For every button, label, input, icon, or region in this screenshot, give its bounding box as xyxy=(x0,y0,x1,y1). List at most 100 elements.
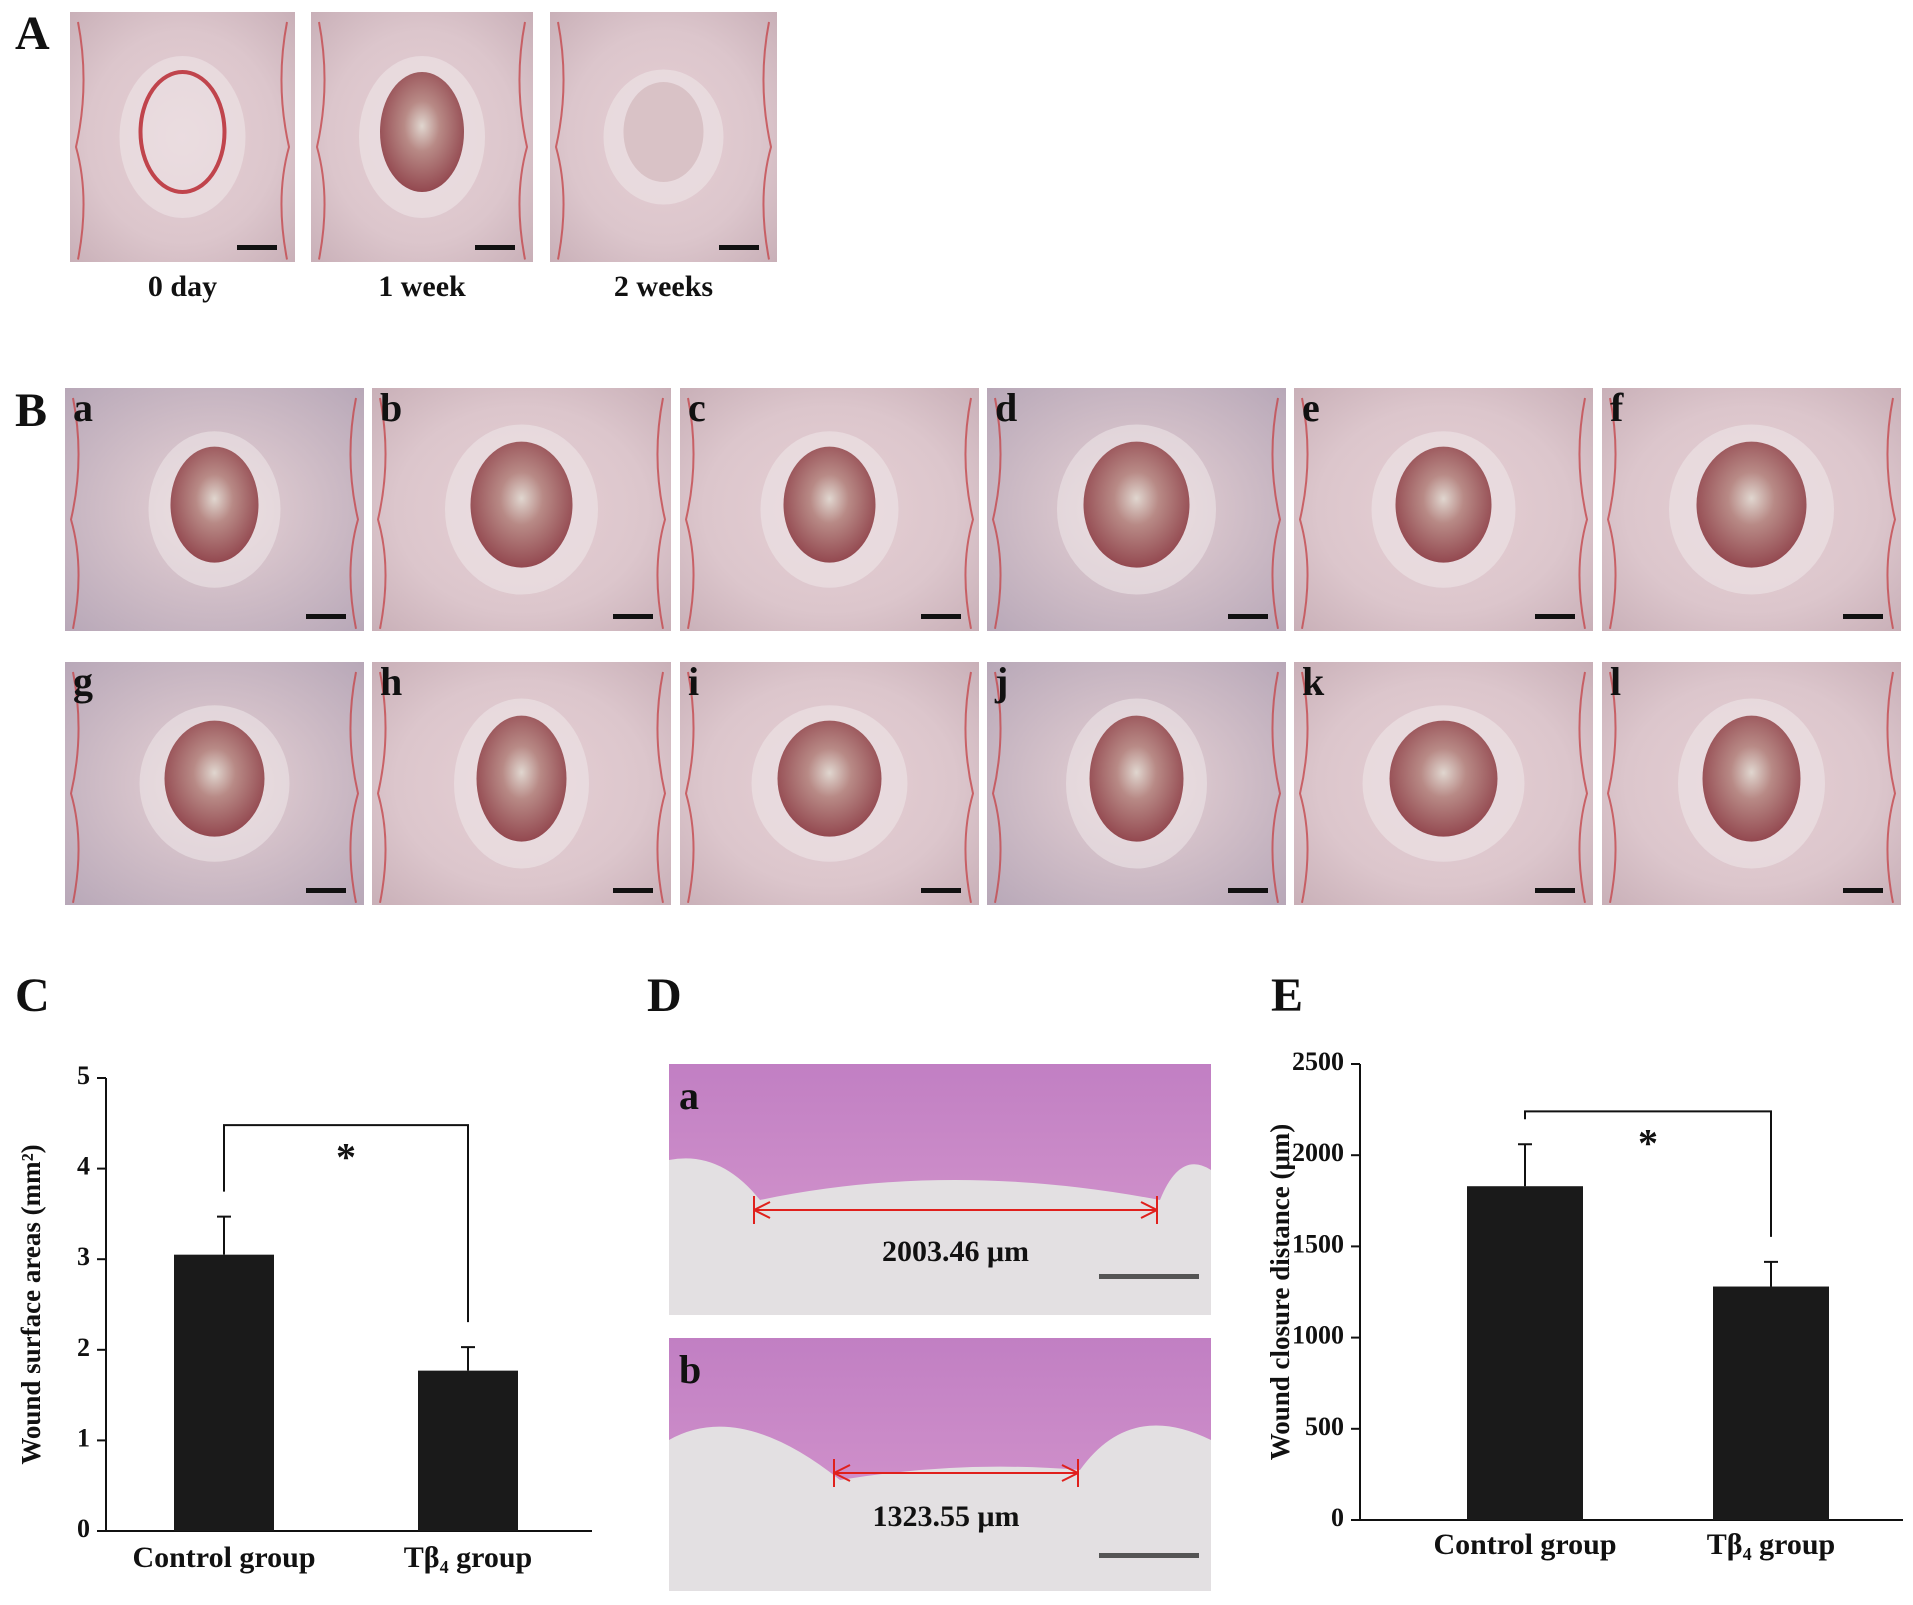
wound xyxy=(783,446,876,563)
wound xyxy=(170,446,259,563)
gum-edge xyxy=(1298,671,1309,904)
photo xyxy=(987,662,1286,905)
wound xyxy=(1089,715,1184,842)
photo xyxy=(680,662,979,905)
scale-bar xyxy=(613,888,653,893)
photo-letter: e xyxy=(1302,385,1320,430)
photo xyxy=(65,662,364,905)
y-tick-label: 4 xyxy=(77,1152,90,1181)
gum-edge xyxy=(349,397,360,630)
photo xyxy=(311,12,533,262)
gum-edge xyxy=(1271,671,1282,904)
photo-letter: i xyxy=(688,659,699,704)
photo-letter: c xyxy=(688,385,706,430)
y-tick-label: 500 xyxy=(1305,1412,1344,1441)
y-tick-label: 1000 xyxy=(1292,1321,1344,1350)
photo xyxy=(1602,662,1901,905)
bar xyxy=(1713,1286,1829,1520)
gum-edge xyxy=(554,21,565,260)
scale-bar xyxy=(1228,888,1268,893)
measurement-label: 2003.46 μm xyxy=(882,1235,1029,1268)
measurement-label: 1323.55 μm xyxy=(873,1500,1020,1533)
gum-edge xyxy=(518,21,529,260)
gum-edge xyxy=(1606,671,1617,904)
wound xyxy=(1389,720,1498,837)
photo-letter: d xyxy=(995,385,1017,430)
wound xyxy=(623,82,704,182)
error-bar xyxy=(217,1215,231,1255)
gum-edge xyxy=(1271,397,1282,630)
gum-edge xyxy=(1298,397,1309,630)
panel-label: D xyxy=(647,969,682,1022)
significance-bracket xyxy=(223,1124,469,1323)
photo-letter: b xyxy=(380,385,402,430)
y-axis-label: Wound surface areas (mm²) xyxy=(16,1144,46,1464)
wound xyxy=(1702,715,1801,842)
scale-bar xyxy=(1099,1274,1199,1279)
x-tick-label: Tβ₄ group xyxy=(404,1541,532,1574)
y-tick-label: 2 xyxy=(77,1333,90,1362)
y-tick-label: 1 xyxy=(77,1423,90,1452)
wound xyxy=(476,715,567,842)
scale-bar xyxy=(306,888,346,893)
scar xyxy=(119,56,246,218)
photo-letter: k xyxy=(1302,659,1325,704)
photo-letter: f xyxy=(1610,385,1624,430)
gum-edge xyxy=(74,21,85,260)
gum-edge xyxy=(684,397,695,630)
y-tick-label: 2000 xyxy=(1292,1138,1344,1167)
histology-lumen xyxy=(669,1425,1211,1591)
y-tick-label: 2500 xyxy=(1292,1047,1344,1076)
x-tick-label: Control group xyxy=(1433,1528,1616,1561)
gum-edge xyxy=(762,21,773,260)
histology-image: 1323.55 μm b xyxy=(669,1338,1211,1591)
photo-letter: a xyxy=(73,385,93,430)
gum-edge xyxy=(1606,397,1617,630)
wound xyxy=(1083,441,1190,568)
bar xyxy=(1467,1186,1583,1520)
wound xyxy=(470,441,573,568)
gum-edge xyxy=(376,671,387,904)
bar xyxy=(418,1370,518,1531)
photo-letter: h xyxy=(380,659,402,704)
arrow-head xyxy=(833,1459,1079,1487)
error-bar xyxy=(461,1346,475,1371)
error-bar xyxy=(1764,1260,1778,1287)
gum-edge xyxy=(1886,397,1897,630)
gum-edge xyxy=(69,671,80,904)
scale-bar xyxy=(613,614,653,619)
wound xyxy=(1395,446,1492,563)
scale-bar xyxy=(1228,614,1268,619)
gum-edge xyxy=(964,397,975,630)
panel-label: E xyxy=(1271,969,1303,1022)
y-tick-label: 1500 xyxy=(1292,1229,1344,1258)
significance-bracket xyxy=(1524,1110,1772,1237)
error-bar xyxy=(1518,1143,1532,1187)
gum-edge xyxy=(1578,671,1589,904)
scale-bar xyxy=(306,614,346,619)
photo xyxy=(680,388,979,631)
arrow-head xyxy=(753,1196,1158,1224)
photo xyxy=(1294,662,1593,905)
gum-edge xyxy=(1886,671,1897,904)
photo-letter: j xyxy=(994,659,1008,704)
photo xyxy=(372,662,671,905)
gum-edge xyxy=(280,21,291,260)
image-letter: a xyxy=(679,1073,699,1118)
scale-bar xyxy=(1535,888,1575,893)
bar xyxy=(174,1254,274,1531)
gum-edge xyxy=(349,671,360,904)
photo-letter: l xyxy=(1610,659,1621,704)
gum-edge xyxy=(991,397,1002,630)
wound xyxy=(777,720,882,837)
x-tick-label: Control group xyxy=(132,1541,315,1574)
scale-bar xyxy=(1843,614,1883,619)
gum-edge xyxy=(964,671,975,904)
photo-caption: 0 day xyxy=(148,270,217,303)
scale-bar xyxy=(1099,1553,1199,1558)
scale-bar xyxy=(921,888,961,893)
gum-edge xyxy=(656,397,667,630)
image-letter: b xyxy=(679,1347,701,1392)
histology-lumen xyxy=(669,1158,1211,1315)
